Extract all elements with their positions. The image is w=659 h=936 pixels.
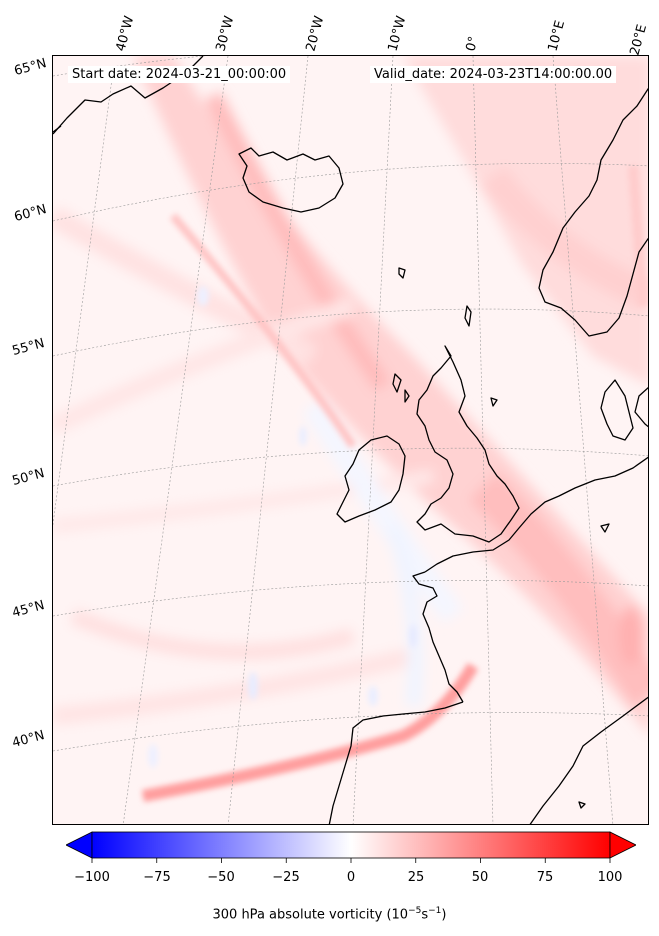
colorbar-tick: 75 (536, 870, 554, 885)
lon-label-30w: 30°W (213, 14, 238, 53)
lon-label-10e: 10°E (545, 18, 569, 53)
valid-date-label: Valid_date: 2024-03-23T14:00:00.00 (370, 66, 617, 83)
colorbar-max-extend (609, 831, 637, 859)
lat-label-50n: 50°N (10, 466, 47, 489)
vorticity-field (53, 56, 648, 734)
colorbar-tick: 50 (471, 870, 489, 885)
colorbar-min-extend (65, 831, 93, 859)
colorbar-ramp (91, 831, 611, 859)
lat-label-45n: 45°N (10, 598, 47, 621)
graticule (53, 56, 648, 824)
colorbar-tick: −50 (207, 870, 235, 885)
colorbar-tick: −100 (74, 870, 110, 885)
colorbar-tick: −25 (272, 870, 300, 885)
lat-label-55n: 55°N (10, 336, 47, 359)
lon-label-0: 0° (463, 34, 482, 53)
colorbar-tick: 100 (597, 870, 623, 885)
map-panel (52, 55, 649, 825)
colorbar-title: 300 hPa absolute vorticity (10−5s−1) (212, 906, 447, 923)
lon-label-40w: 40°W (113, 14, 138, 53)
lat-label-60n: 60°N (12, 202, 49, 225)
lat-label-40n: 40°N (10, 728, 47, 751)
colorbar-graphic (65, 831, 637, 863)
lon-label-10w: 10°W (385, 14, 410, 53)
start-date-label: Start date: 2024-03-21_00:00:00 (68, 66, 291, 83)
colorbar-tick: 0 (346, 870, 356, 885)
colorbar-tick: 25 (407, 870, 425, 885)
jet-streak (141, 662, 479, 802)
lon-label-20e: 20°E (627, 22, 651, 57)
lon-label-20w: 20°W (303, 14, 328, 53)
colorbar (65, 831, 637, 869)
vorticity-map (53, 56, 648, 824)
colorbar-tick: −75 (143, 870, 171, 885)
lat-label-65n: 65°N (12, 56, 49, 79)
